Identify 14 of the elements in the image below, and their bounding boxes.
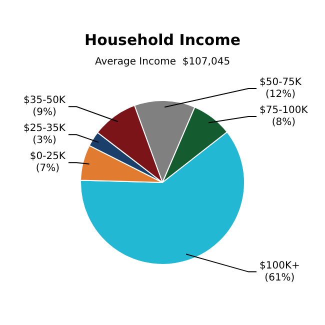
data-label: (9%) <box>32 107 56 118</box>
chart-subtitle: Average Income $107,045 <box>94 56 230 68</box>
data-label: (61%) <box>264 272 295 284</box>
slice-label: $100K+ <box>260 260 300 272</box>
slice-label: $75-100K <box>260 105 308 116</box>
slice-label: $50-75K <box>260 77 302 88</box>
slice-label: $25-35K <box>24 123 66 134</box>
data-label: (8%) <box>272 117 296 128</box>
slice-label: $35-50K <box>24 95 66 106</box>
data-label: (7%) <box>36 163 60 174</box>
slice-label: $0-25K <box>30 151 66 162</box>
data-label: (3%) <box>32 135 56 146</box>
data-label: (12%) <box>265 89 296 100</box>
chart-title: Household Income <box>84 30 240 49</box>
